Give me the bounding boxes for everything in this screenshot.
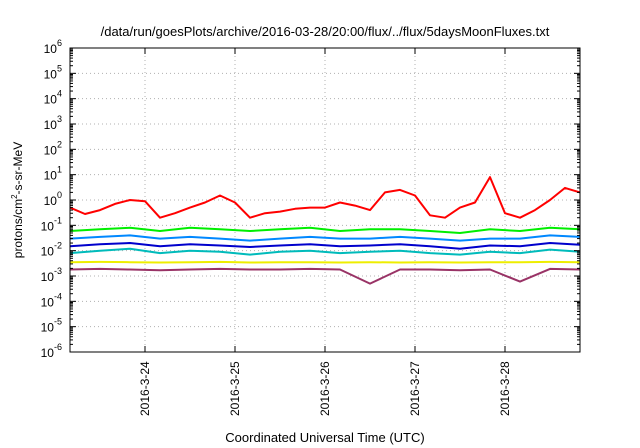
y-tick-label: 101 [44,165,62,183]
grid [70,48,580,352]
y-axis-label: protons/cm2-s-sr-MeV [10,142,25,258]
y-tick-label: 103 [44,114,62,132]
series-line-1 [69,176,581,219]
x-tick-label: 2016-3-27 [408,361,422,416]
series-line-2 [69,226,581,234]
y-axis-label-suffix: -s-sr-MeV [11,142,25,195]
y-tick-label: 10-1 [41,215,62,233]
x-tick-label: 2016-3-28 [498,361,512,416]
y-axis-label-sup: 2 [10,194,19,199]
y-tick-label: 100 [44,190,62,208]
y-tick-label: 104 [44,89,62,107]
y-tick-label: 10-3 [41,266,62,284]
series-line-5 [69,247,581,256]
y-tick-label: 10-4 [41,291,62,309]
y-tick-label: 10-6 [41,342,62,360]
y-tick-label: 10-2 [41,241,62,259]
series-line-3 [69,234,581,242]
series-line-7 [69,267,581,285]
x-axis-label: Coordinated Universal Time (UTC) [225,430,424,445]
x-tick-label: 2016-3-25 [228,361,242,416]
y-axis-label-prefix: protons/cm [11,199,25,258]
y-tick-label: 106 [44,38,62,56]
y-ticks: 10-6 10-5 10-4 10-3 10-2 10-1 100 101 102 103 104 1… [41,38,580,360]
y-tick-label: 102 [44,139,62,157]
x-tick-label: 2016-3-26 [318,361,332,416]
series-group [69,176,581,285]
y-tick-label: 10-5 [41,317,62,335]
series-line-6 [69,260,581,264]
series-line-4 [69,242,581,250]
y-tick-label: 105 [44,63,62,81]
x-tick-label: 2016-3-24 [138,361,152,416]
x-ticks: 2016-3-24 2016-3-25 2016-3-26 2016-3-27 2016… [138,48,512,416]
chart-title: /data/run/goesPlots/archive/2016-03-28/2… [101,24,550,39]
